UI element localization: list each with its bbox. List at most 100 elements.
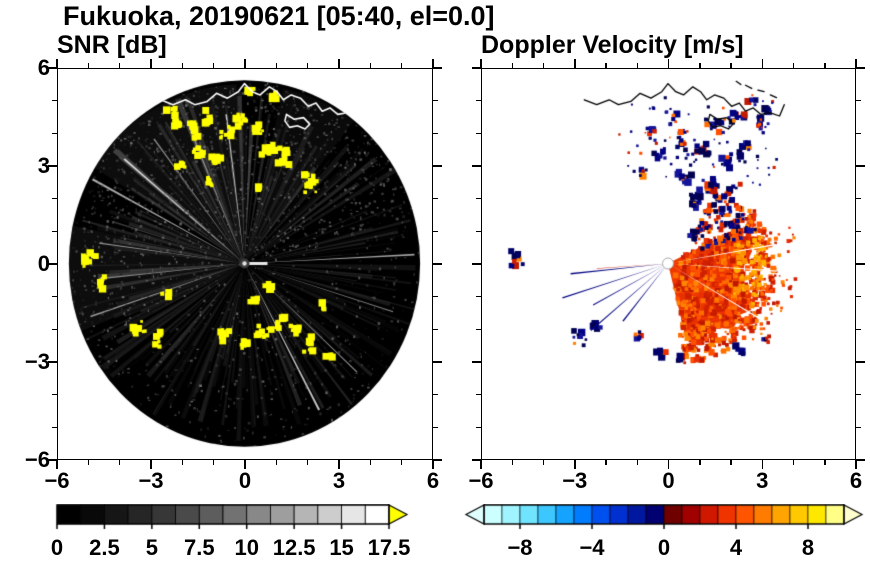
y-axis-tick xyxy=(476,295,481,298)
snr-plot-frame xyxy=(57,68,433,460)
x-tick-label: −3 xyxy=(562,468,588,493)
y-axis-tick xyxy=(476,132,481,135)
x-axis-tick xyxy=(667,460,670,469)
x-axis-tick xyxy=(150,460,152,469)
y-axis-tick xyxy=(433,197,438,200)
y-axis-tick xyxy=(476,197,481,200)
x-axis-tick xyxy=(369,63,372,68)
x-axis-tick xyxy=(181,63,184,68)
x-axis-tick xyxy=(338,460,340,469)
x-axis-tick xyxy=(244,59,246,68)
snr-colorbar xyxy=(55,504,409,532)
x-axis-tick xyxy=(306,460,309,465)
x-axis-tick xyxy=(275,63,278,68)
x-axis-tick xyxy=(511,63,513,68)
y-axis-tick xyxy=(52,393,57,396)
y-tick-label: 0 xyxy=(37,251,50,276)
y-axis-tick xyxy=(856,230,861,233)
x-axis-tick xyxy=(792,460,795,465)
colorbar-tick-label: 4 xyxy=(729,535,743,560)
x-axis-tick xyxy=(730,460,732,465)
y-axis-tick xyxy=(433,99,438,102)
y-axis-tick xyxy=(472,263,481,265)
x-tick-label: 3 xyxy=(756,468,769,493)
y-axis-tick xyxy=(472,459,481,461)
x-axis-tick xyxy=(400,460,403,465)
x-axis-tick xyxy=(275,460,278,465)
x-axis-tick xyxy=(636,460,638,465)
y-axis-tick xyxy=(48,361,57,363)
y-axis-tick xyxy=(48,459,57,461)
x-axis-tick xyxy=(824,63,826,68)
x-axis-tick xyxy=(699,63,701,68)
x-axis-tick xyxy=(730,63,732,68)
y-axis-tick xyxy=(433,328,438,331)
x-axis-tick xyxy=(432,460,434,469)
colorbar-tick-label: 8 xyxy=(801,535,815,560)
y-tick-label: 3 xyxy=(37,153,50,178)
x-tick-label: 0 xyxy=(662,468,675,493)
x-axis-tick xyxy=(87,63,90,68)
x-axis-tick xyxy=(369,460,372,465)
x-axis-tick xyxy=(542,460,545,465)
y-axis-tick xyxy=(856,295,861,298)
y-axis-tick xyxy=(476,426,481,429)
y-axis-tick xyxy=(48,67,57,69)
y-axis-tick xyxy=(433,361,442,363)
y-axis-tick xyxy=(48,165,57,167)
y-axis-tick xyxy=(433,263,442,265)
x-axis-tick xyxy=(56,460,58,469)
doppler-plot-frame xyxy=(481,68,856,460)
doppler-colorbar xyxy=(464,504,864,532)
x-tick-label: −6 xyxy=(44,468,70,493)
x-axis-tick xyxy=(87,460,90,465)
panel-title-doppler: Doppler Velocity [m/s] xyxy=(481,31,744,59)
y-axis-tick xyxy=(52,230,57,233)
panel-title-snr: SNR [dB] xyxy=(57,31,167,59)
doppler-ppi-image xyxy=(482,69,854,458)
y-axis-tick xyxy=(52,328,57,331)
x-axis-tick xyxy=(432,59,434,68)
x-axis-tick xyxy=(118,63,121,68)
x-tick-label: 6 xyxy=(849,468,863,493)
x-axis-tick xyxy=(212,460,215,465)
x-axis-tick xyxy=(480,460,482,469)
y-axis-tick xyxy=(433,459,442,461)
x-axis-tick xyxy=(761,59,763,68)
x-axis-tick xyxy=(511,460,513,465)
y-axis-tick xyxy=(52,295,57,298)
y-axis-tick xyxy=(856,132,861,135)
y-axis-tick xyxy=(476,393,481,396)
x-axis-tick xyxy=(212,63,215,68)
y-axis-tick xyxy=(52,132,57,135)
y-axis-tick xyxy=(856,393,861,396)
colorbar-tick-label: 5 xyxy=(145,535,158,560)
colorbar-tick-label: −8 xyxy=(507,535,533,560)
y-axis-tick xyxy=(52,99,57,102)
y-tick-label: −6 xyxy=(24,447,50,472)
y-axis-tick xyxy=(472,67,481,69)
y-axis-tick xyxy=(856,165,865,167)
y-axis-tick xyxy=(856,99,861,102)
y-axis-tick xyxy=(856,197,861,200)
y-axis-tick xyxy=(433,426,438,429)
x-axis-tick xyxy=(480,59,482,68)
x-tick-label: 3 xyxy=(332,468,346,493)
colorbar-tick-label: 12.5 xyxy=(272,535,316,560)
y-axis-tick xyxy=(48,263,57,265)
y-axis-tick xyxy=(856,263,865,265)
colorbar-tick-label: 0 xyxy=(657,535,671,560)
y-axis-tick xyxy=(433,230,438,233)
figure-title: Fukuoka, 20190621 [05:40, el=0.0] xyxy=(63,1,495,31)
y-axis-tick xyxy=(856,328,861,331)
x-axis-tick xyxy=(574,460,576,469)
y-tick-label: −3 xyxy=(24,349,50,374)
x-axis-tick xyxy=(400,63,403,68)
y-axis-tick xyxy=(433,393,438,396)
colorbar-tick-label: 10 xyxy=(234,535,259,560)
y-axis-tick xyxy=(856,459,865,461)
x-axis-tick xyxy=(56,59,58,68)
colorbar-tick-label: −4 xyxy=(579,535,605,560)
x-tick-label: 6 xyxy=(426,468,440,493)
